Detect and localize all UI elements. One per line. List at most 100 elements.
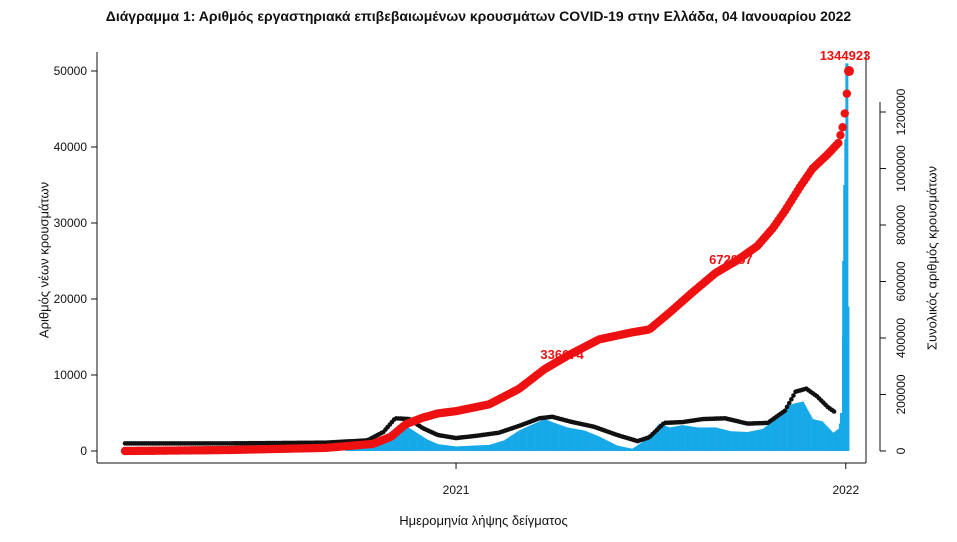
bar bbox=[789, 404, 792, 451]
bar bbox=[556, 424, 559, 451]
bar bbox=[425, 438, 428, 451]
bar bbox=[608, 441, 610, 451]
bar bbox=[697, 427, 700, 451]
bar bbox=[578, 429, 580, 451]
bar bbox=[652, 432, 654, 451]
bar bbox=[654, 429, 656, 451]
bar bbox=[400, 425, 402, 451]
bar bbox=[607, 440, 609, 451]
bar bbox=[404, 425, 406, 451]
y-right-tick-label: 200000 bbox=[894, 374, 908, 414]
bar bbox=[407, 427, 409, 451]
bar bbox=[589, 432, 591, 451]
bar bbox=[565, 427, 567, 451]
bar bbox=[579, 429, 581, 451]
x-tick-label: 2021 bbox=[443, 483, 470, 497]
bar bbox=[721, 429, 723, 451]
bar bbox=[631, 448, 634, 451]
bar bbox=[423, 437, 425, 451]
bar bbox=[429, 440, 432, 451]
bar bbox=[448, 445, 450, 451]
bar bbox=[606, 440, 608, 451]
bar bbox=[775, 419, 778, 451]
bar bbox=[627, 447, 629, 451]
bar bbox=[662, 425, 665, 451]
bar bbox=[574, 428, 576, 451]
bar bbox=[756, 430, 759, 451]
cumulative-point bbox=[838, 123, 847, 132]
bar bbox=[711, 427, 714, 451]
bar bbox=[677, 425, 680, 451]
bar bbox=[479, 445, 481, 451]
bar bbox=[410, 429, 413, 451]
bar bbox=[650, 434, 653, 451]
bar bbox=[498, 441, 500, 451]
bar bbox=[441, 444, 444, 451]
bar bbox=[438, 444, 440, 451]
bar bbox=[657, 425, 659, 451]
bar bbox=[675, 426, 677, 451]
bar bbox=[808, 413, 811, 451]
annotation-label: 336074 bbox=[540, 347, 584, 362]
bar bbox=[796, 402, 798, 451]
bar bbox=[612, 443, 614, 451]
bar bbox=[757, 429, 760, 451]
bar bbox=[766, 425, 768, 451]
bar bbox=[564, 426, 566, 451]
bar bbox=[617, 445, 620, 451]
bar bbox=[736, 431, 738, 451]
bar bbox=[465, 445, 467, 451]
bar bbox=[737, 431, 739, 451]
bar bbox=[792, 403, 795, 451]
bar bbox=[545, 419, 547, 451]
bar bbox=[656, 426, 658, 451]
bar bbox=[467, 445, 469, 451]
bar bbox=[653, 431, 655, 451]
bar bbox=[518, 430, 520, 451]
bar bbox=[715, 427, 717, 451]
bar bbox=[649, 435, 652, 451]
y-right-tick-label: 1000000 bbox=[894, 145, 908, 192]
bar bbox=[530, 425, 532, 451]
bar bbox=[516, 431, 518, 451]
bar bbox=[806, 409, 809, 451]
bar bbox=[759, 429, 762, 451]
bar bbox=[424, 438, 426, 451]
cumulative-point bbox=[840, 109, 849, 118]
bar bbox=[426, 439, 429, 451]
bar bbox=[427, 440, 430, 451]
bar bbox=[543, 419, 545, 451]
bar bbox=[555, 423, 558, 451]
bar bbox=[804, 405, 807, 451]
bar bbox=[678, 425, 681, 451]
bar bbox=[661, 424, 664, 451]
bar bbox=[813, 419, 815, 451]
bar bbox=[591, 433, 593, 451]
bar bbox=[745, 431, 748, 451]
bar bbox=[412, 430, 415, 451]
bar bbox=[451, 445, 453, 451]
bar bbox=[540, 420, 543, 451]
bar bbox=[692, 426, 694, 451]
bar bbox=[552, 422, 555, 451]
bar bbox=[422, 436, 424, 451]
bar bbox=[776, 418, 779, 451]
bar bbox=[502, 440, 504, 451]
bar bbox=[521, 429, 524, 451]
x-axis-label: Ημερομηνία λήψης δείγματος bbox=[399, 513, 568, 528]
bar bbox=[430, 441, 433, 451]
bar bbox=[826, 425, 828, 451]
bar bbox=[814, 419, 816, 451]
bar bbox=[602, 438, 605, 451]
bar bbox=[772, 421, 775, 451]
bar bbox=[529, 425, 531, 451]
bar bbox=[816, 420, 818, 451]
bar bbox=[718, 428, 720, 451]
bar bbox=[457, 446, 460, 451]
bar bbox=[616, 445, 619, 451]
bar bbox=[663, 425, 666, 451]
bar bbox=[472, 445, 475, 451]
y-tick-label: 0 bbox=[80, 444, 87, 458]
bar bbox=[709, 427, 712, 451]
y-right-tick-label: 0 bbox=[894, 447, 908, 454]
